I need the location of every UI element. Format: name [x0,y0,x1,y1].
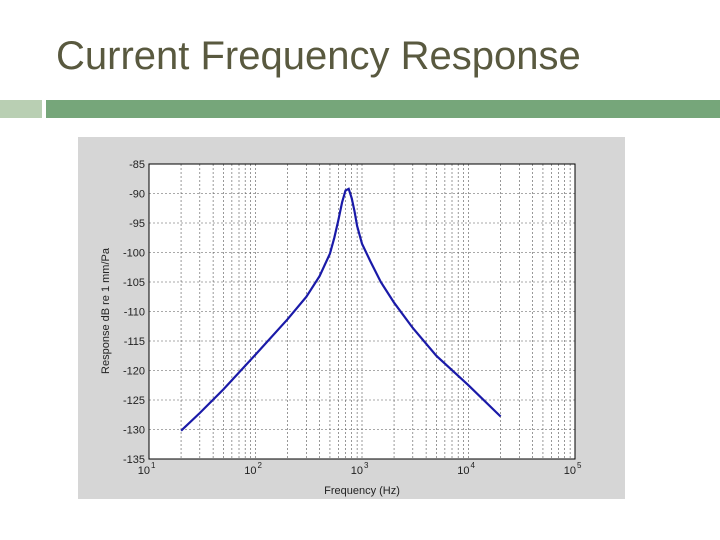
y-tick-label: -125 [123,395,145,407]
accent-bar-left [0,100,42,118]
accent-bar-right [46,100,720,118]
x-axis-label: Frequency (Hz) [324,485,400,497]
x-tick-label: 10 [351,465,363,477]
y-axis-label: Response dB re 1 mm/Pa [100,247,112,374]
plot-frame [148,163,576,460]
x-tick-exponent: 1 [151,461,156,470]
slide-title: Current Frequency Response [56,34,581,78]
y-tick-label: -90 [129,189,145,201]
x-tick-label: 10 [564,465,576,477]
y-tick-label: -100 [123,248,145,260]
y-tick-label: -95 [129,218,145,230]
x-tick-exponent: 5 [577,461,582,470]
y-tick-label: -135 [123,454,145,466]
x-tick-labels: 10 1 10 2 10 3 10 4 10 5 [138,461,582,477]
x-tick-exponent: 2 [258,461,263,470]
y-tick-label: -85 [129,159,145,171]
response-curve [180,187,502,432]
y-tick-label: -105 [123,277,145,289]
x-tick-label: 10 [457,465,469,477]
y-tick-labels: -85 -90 -95 -100 -105 -110 -115 -120 -125 -130 -13… [123,159,145,466]
y-tick-label: -120 [123,366,145,378]
y-tick-label: -130 [123,425,145,437]
y-tick-label: -115 [124,336,145,348]
frequency-response-chart: -85 -90 -95 -100 -105 -110 -115 -120 -125 -130 -13… [100,159,582,497]
x-tick-label: 10 [138,465,150,477]
x-tick-label: 10 [244,465,256,477]
x-tick-exponent: 4 [471,461,476,470]
grid-lines [149,164,575,459]
x-tick-exponent: 3 [364,461,369,470]
y-tick-label: -110 [124,307,145,319]
